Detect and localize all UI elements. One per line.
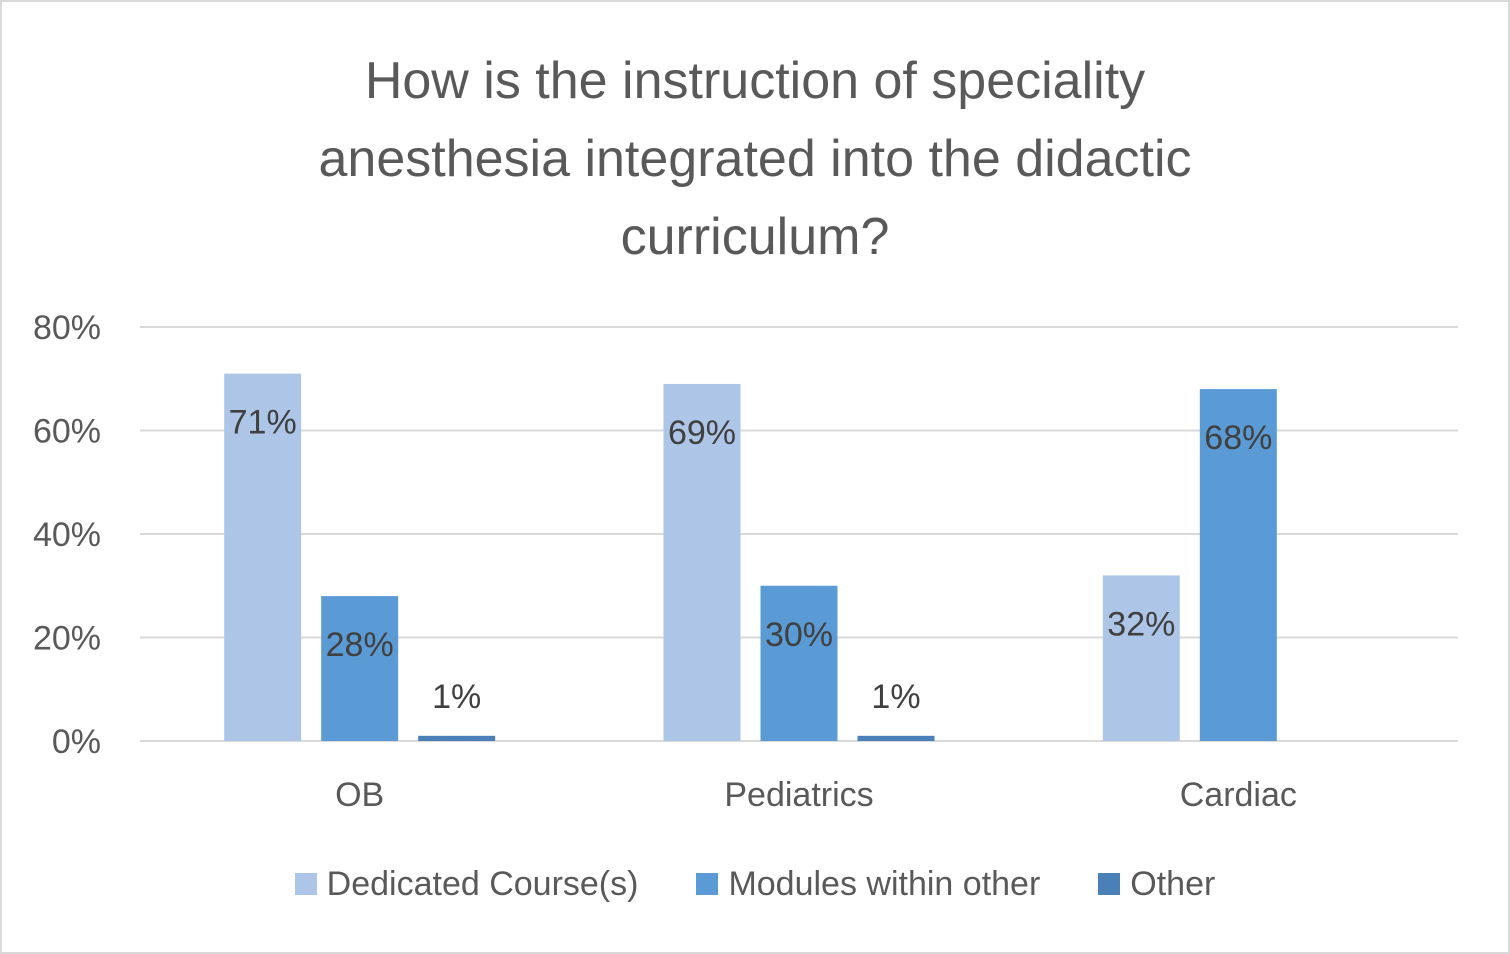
legend-label: Other [1130,865,1216,903]
bar-dedicated-course-s-ob [224,373,302,741]
data-label: 69% [668,414,736,452]
bar-other-ob [418,735,496,741]
legend-swatch [1098,873,1121,895]
data-label: 1% [871,678,920,716]
x-category-label: Cardiac [1180,776,1297,814]
legend-label: Dedicated Course(s) [326,865,639,903]
x-category-label: OB [335,776,384,814]
data-label: 68% [1204,419,1272,457]
y-tick-label: 80% [33,309,101,347]
bar-other-pediatrics [857,735,935,741]
data-label: 30% [765,616,833,654]
y-tick-label: 40% [33,516,101,554]
bar-dedicated-course-s-pediatrics [663,383,741,741]
legend-item: Dedicated Course(s) [294,862,639,906]
bar-modules-within-other-cardiac [1199,389,1277,741]
data-label: 1% [432,678,481,716]
legend: Dedicated Course(s) Modules within other O… [0,862,1510,906]
legend-swatch [696,873,719,895]
data-label: 71% [229,404,297,442]
chart-title: How is the instruction of speciality ane… [318,52,1192,266]
bar-dedicated-course-s-cardiac [1102,575,1180,741]
y-tick-label: 60% [33,413,101,451]
legend-label: Modules within other [728,865,1041,903]
bar-modules-within-other-ob [321,596,399,741]
legend-swatch [294,873,317,895]
y-tick-label: 20% [33,620,101,658]
data-label: 28% [326,626,394,664]
legend-item: Modules within other [696,862,1040,906]
legend-item: Other [1098,862,1215,906]
x-category-label: Pediatrics [724,776,873,814]
y-tick-label: 0% [52,723,101,761]
bar-modules-within-other-pediatrics [760,585,838,741]
data-label: 32% [1107,605,1175,643]
